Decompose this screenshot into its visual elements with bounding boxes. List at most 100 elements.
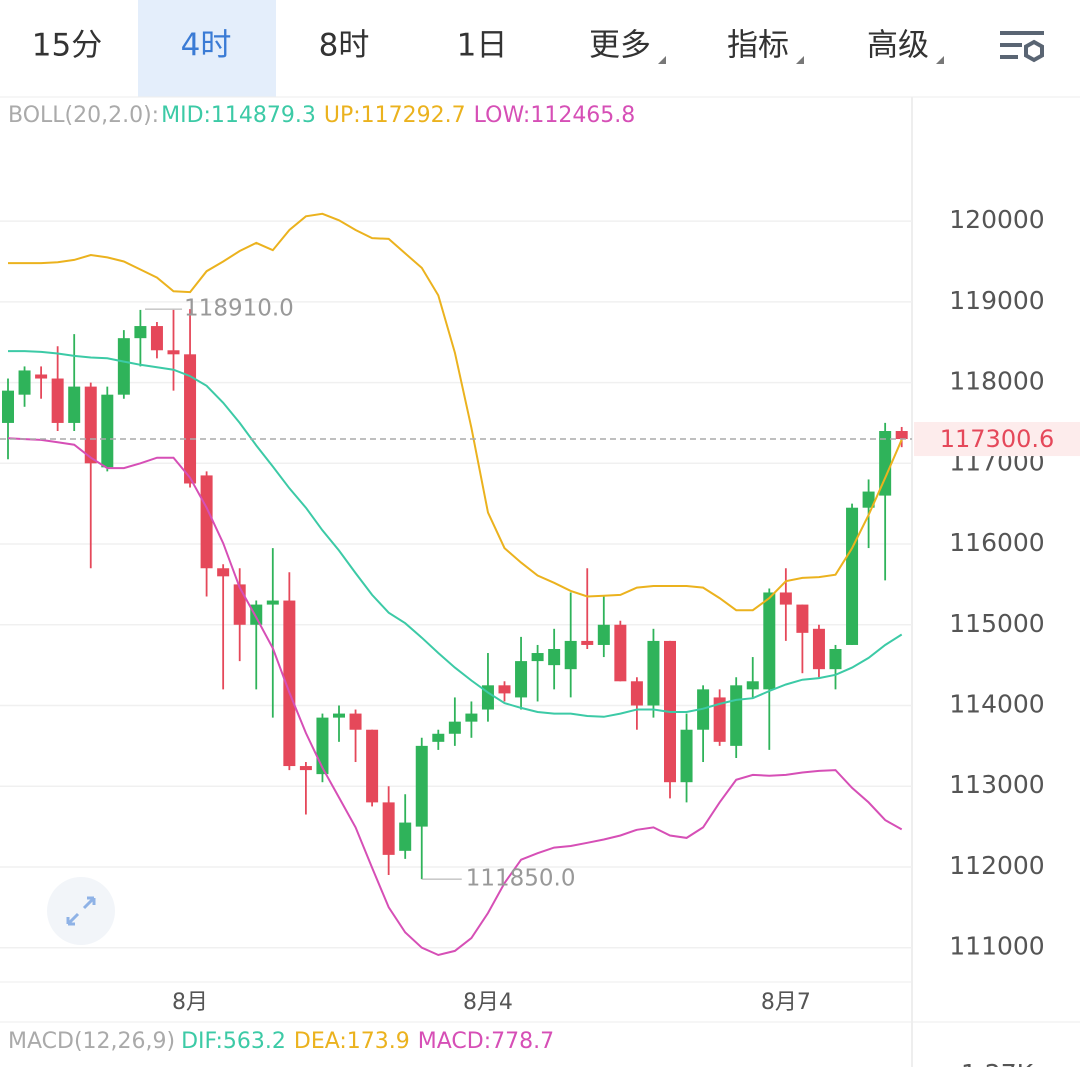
- candle-body: [829, 648, 842, 670]
- candle-body: [564, 640, 577, 670]
- candle-body: [581, 640, 594, 645]
- plot: 118910.0 111850.0 117300.6: [0, 212, 1080, 957]
- candle-body: [432, 733, 445, 742]
- candle-body: [415, 745, 428, 827]
- candle-body: [167, 350, 180, 355]
- y-tick-label: 113000: [949, 770, 1044, 799]
- dropdown-marker: [658, 56, 666, 64]
- macd-value: DEA:173.9: [294, 1029, 410, 1054]
- legend-entry: UP:117292.7: [324, 103, 466, 128]
- candle-body: [200, 475, 213, 569]
- candle-body: [217, 568, 230, 577]
- candle-body: [399, 822, 412, 851]
- candle-body: [117, 338, 130, 395]
- candle-body: [84, 386, 97, 464]
- candle-body: [746, 681, 759, 690]
- y-tick-label: 112000: [949, 851, 1044, 880]
- dropdown-marker: [936, 56, 944, 64]
- y-tick-label: 116000: [949, 528, 1044, 557]
- button-bg: [47, 877, 115, 945]
- candle-body: [250, 604, 263, 625]
- candle-body: [333, 713, 345, 718]
- candle-body: [862, 491, 875, 508]
- legend-entry: LOW:112465.8: [474, 103, 636, 128]
- candle-body: [68, 386, 81, 423]
- tab[interactable]: 1日: [457, 28, 508, 64]
- candle-body: [846, 507, 859, 645]
- candle-body: [51, 378, 64, 423]
- candle-body: [548, 648, 561, 666]
- band-line: [8, 212, 903, 612]
- candle-body: [382, 802, 395, 855]
- candle-body: [101, 394, 114, 468]
- band-line: [7, 437, 903, 957]
- x-tick-label: 8月7: [761, 990, 811, 1015]
- candle-body: [266, 600, 279, 605]
- candle-body: [299, 766, 312, 771]
- candle-body: [515, 661, 528, 698]
- candle-body: [35, 374, 48, 379]
- macd-label: MACD(12,26,9): [8, 1029, 175, 1054]
- y-tick-label: 120000: [949, 205, 1044, 234]
- candle-body: [498, 685, 511, 694]
- macd-header: MACD(12,26,9) DIF:563.2 DEA:173.9 MACD:778.…: [8, 1029, 1034, 1067]
- candle-body: [647, 640, 660, 706]
- candle-body: [2, 390, 14, 423]
- candle-body: [763, 592, 776, 690]
- annotation-label: 111850.0: [466, 866, 576, 892]
- dropdown-marker: [796, 56, 804, 64]
- candle-body: [597, 624, 610, 645]
- candle-body: [879, 431, 892, 496]
- band-line: [8, 350, 903, 718]
- candle-body: [134, 326, 147, 339]
- expand-button[interactable]: [47, 877, 115, 945]
- y-tick-label: 119000: [949, 286, 1044, 315]
- grid: 1110001120001130001140001150001160001170…: [0, 205, 1045, 1015]
- tab[interactable]: 15分: [32, 28, 102, 64]
- last-price-label: 117300.6: [940, 425, 1055, 453]
- candle-body: [895, 431, 908, 440]
- candle-body: [349, 713, 362, 730]
- candle-body: [18, 370, 31, 395]
- candle-body: [713, 697, 726, 742]
- candle-body: [465, 713, 478, 722]
- tab[interactable]: 8时: [319, 28, 370, 64]
- candle-body: [283, 600, 296, 767]
- candle-body: [730, 685, 743, 746]
- candle-body: [184, 354, 197, 484]
- tab-bar: 15分 4时 8时 1日 更多 指标 高级: [32, 0, 944, 97]
- macd-value: DIF:563.2: [181, 1029, 286, 1054]
- candle-body: [233, 584, 246, 625]
- tab-selected-bg: [138, 0, 276, 97]
- icon-hex: [1024, 39, 1044, 63]
- settings-icon[interactable]: [1000, 31, 1044, 63]
- tab[interactable]: 更多: [589, 28, 651, 64]
- candle-body: [680, 729, 693, 783]
- macd-top-tick: 1.27K: [961, 1059, 1034, 1067]
- tab[interactable]: 4时: [181, 28, 232, 64]
- candle-body: [531, 653, 544, 662]
- x-tick-label: 8月: [172, 990, 208, 1015]
- candle-body: [366, 729, 379, 803]
- indicator-label: BOLL(20,2.0):: [8, 103, 159, 128]
- candle-body: [150, 326, 163, 351]
- legend-entry: MID:114879.3: [161, 103, 316, 128]
- expand-icon: [66, 896, 96, 926]
- annotation-label: 118910.0: [184, 296, 294, 322]
- y-tick-label: 115000: [949, 609, 1044, 638]
- y-tick-label: 118000: [949, 367, 1044, 396]
- last-price-bg: [914, 422, 1080, 457]
- y-tick-label: 114000: [949, 690, 1044, 719]
- y-tick-label: 111000: [949, 932, 1044, 961]
- tab[interactable]: 高级: [867, 28, 929, 64]
- candle-body: [812, 628, 825, 670]
- x-tick-label: 8月4: [463, 990, 513, 1015]
- candle-body: [796, 604, 809, 633]
- tab[interactable]: 指标: [727, 28, 789, 64]
- macd-value: MACD:778.7: [418, 1029, 554, 1054]
- candle-body: [448, 721, 461, 734]
- candle-body: [630, 681, 643, 706]
- candle-body: [779, 592, 792, 605]
